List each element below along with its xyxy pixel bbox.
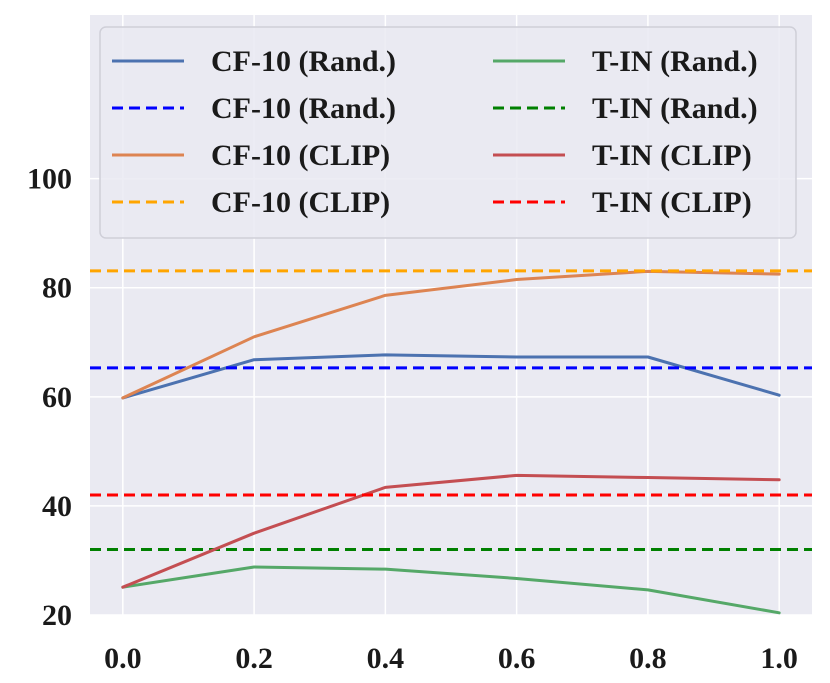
series-line-1 bbox=[121, 353, 781, 400]
legend: CF-10 (Rand.) CF-10 (Rand.) CF-10 (CLIP) CF… bbox=[99, 26, 797, 239]
y-tick-label: 20 bbox=[42, 599, 72, 632]
y-tick-label: 60 bbox=[42, 381, 72, 414]
x-tick-label: 0.2 bbox=[235, 642, 273, 675]
series-line-7 bbox=[121, 473, 781, 589]
legend-label-8: T-IN (CLIP) bbox=[592, 186, 752, 219]
legend-label-2: CF-10 (Rand.) bbox=[211, 92, 396, 125]
legend-label-1: CF-10 (Rand.) bbox=[211, 45, 396, 78]
legend-label-7: T-IN (CLIP) bbox=[592, 139, 752, 172]
tick-labels: 0.0 0.2 0.4 0.6 0.8 1.0 20 40 60 80 100 bbox=[27, 163, 798, 675]
x-tick-label: 1.0 bbox=[760, 642, 798, 675]
y-tick-label: 40 bbox=[42, 490, 72, 523]
legend-label-6: T-IN (Rand.) bbox=[592, 92, 758, 125]
series-layer bbox=[90, 269, 812, 615]
x-tick-label: 0.0 bbox=[104, 642, 142, 675]
legend-label-3: CF-10 (CLIP) bbox=[211, 139, 390, 172]
legend-box bbox=[99, 26, 797, 239]
x-tick-label: 0.8 bbox=[629, 642, 667, 675]
x-tick-label: 0.6 bbox=[498, 642, 536, 675]
y-tick-label: 100 bbox=[27, 163, 72, 196]
x-tick-label: 0.4 bbox=[367, 642, 405, 675]
legend-label-5: T-IN (Rand.) bbox=[592, 45, 758, 78]
y-tick-label: 80 bbox=[42, 272, 72, 305]
series-line-5 bbox=[121, 565, 781, 615]
legend-label-4: CF-10 (CLIP) bbox=[211, 186, 390, 219]
